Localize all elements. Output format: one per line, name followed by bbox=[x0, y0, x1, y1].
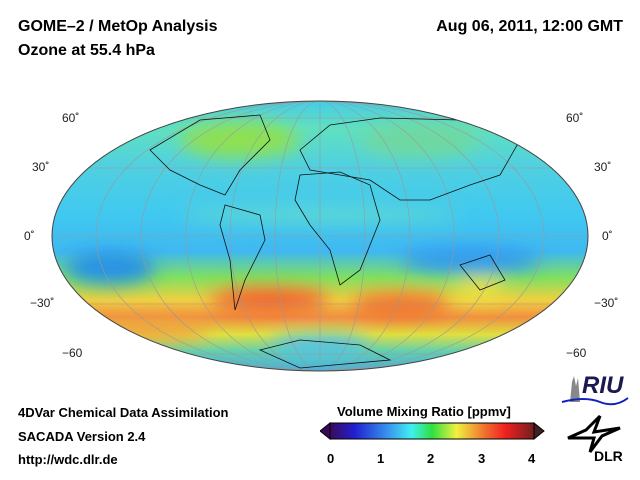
colorbar-min-arrow bbox=[320, 422, 331, 441]
dlr-text: DLR bbox=[594, 448, 623, 464]
footer-line2: SACADA Version 2.4 bbox=[18, 429, 146, 444]
colorbar-tick-3: 3 bbox=[478, 451, 486, 466]
colorbar-max-arrow bbox=[533, 422, 545, 441]
lat-label-m30-right: −30˚ bbox=[594, 296, 619, 310]
datetime: Aug 06, 2011, 12:00 GMT bbox=[436, 18, 623, 35]
lat-label-30-left: 30˚ bbox=[32, 160, 50, 174]
footer-line3[interactable]: http://wdc.dlr.de bbox=[18, 452, 118, 467]
coastlines bbox=[149, 114, 521, 369]
lat-label-0-left: 0˚ bbox=[24, 229, 35, 243]
colorbar-tick-4: 4 bbox=[528, 451, 536, 466]
colorbar bbox=[320, 422, 545, 441]
ozone-map bbox=[51, 100, 589, 372]
dlr-emblem-icon bbox=[567, 414, 621, 453]
lat-label-m60-right: −60 bbox=[566, 346, 587, 360]
lat-label-30-right: 30˚ bbox=[594, 160, 612, 174]
footer-line1: 4DVar Chemical Data Assimilation bbox=[18, 405, 229, 420]
colorbar-tick-0: 0 bbox=[327, 451, 335, 466]
riu-text: RIU bbox=[582, 372, 624, 399]
subtitle: Ozone at 55.4 hPa bbox=[18, 42, 155, 59]
lat-label-m30-left: −30˚ bbox=[30, 296, 55, 310]
colorbar-tick-1: 1 bbox=[377, 451, 385, 466]
dlr-logo: DLR bbox=[564, 414, 624, 466]
title: GOME–2 / MetOp Analysis bbox=[18, 18, 218, 35]
lat-label-60-right: 60˚ bbox=[566, 111, 584, 125]
riu-logo: RIU bbox=[560, 372, 630, 406]
colorbar-tick-2: 2 bbox=[427, 451, 435, 466]
lat-label-0-right: 0˚ bbox=[602, 229, 613, 243]
colorbar-gradient bbox=[329, 422, 535, 440]
colorbar-title: Volume Mixing Ratio [ppmv] bbox=[337, 404, 511, 419]
lat-label-m60-left: −60 bbox=[62, 346, 83, 360]
lat-label-60-left: 60˚ bbox=[62, 111, 80, 125]
graticule bbox=[52, 101, 588, 371]
ozone-field bbox=[52, 101, 588, 371]
